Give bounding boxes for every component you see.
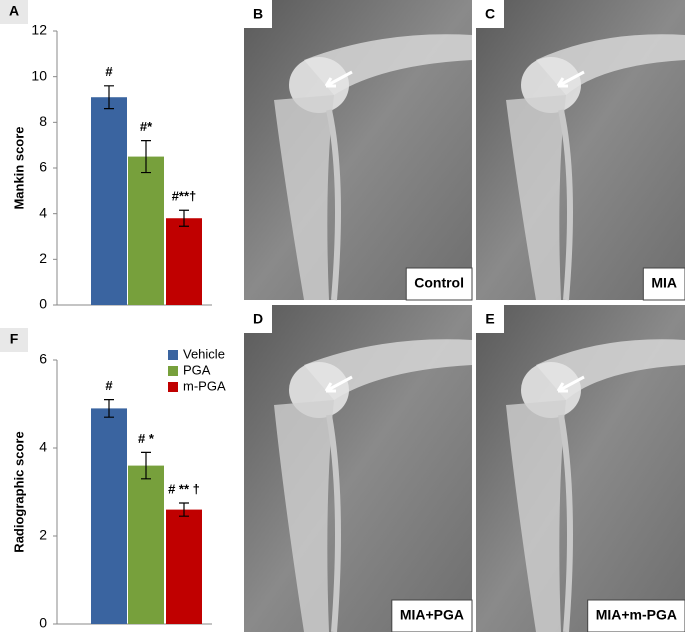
- error-bar: [104, 399, 114, 418]
- panel-label-box: [244, 0, 272, 28]
- panel-label-box: [0, 0, 28, 24]
- tibia: [506, 95, 566, 300]
- arrow: [556, 70, 585, 88]
- caption-box: [405, 267, 473, 301]
- legend-swatch: [168, 382, 178, 392]
- panel-caption: MIA+PGA: [400, 607, 464, 623]
- y-tick-label: 4: [39, 439, 47, 455]
- y-tick-label: 0: [39, 296, 47, 312]
- y-tick-label: 4: [39, 204, 47, 220]
- panel-label-box: [0, 328, 28, 352]
- panel-label-box: [476, 0, 504, 28]
- arrow: [324, 375, 353, 393]
- panel-label-box: [476, 305, 504, 333]
- legend-swatch: [168, 350, 178, 360]
- panel-label: C: [485, 6, 495, 22]
- y-tick-label: 2: [39, 527, 47, 543]
- y-axis-label: Mankin score: [11, 126, 26, 209]
- fibula: [326, 414, 341, 633]
- caption-box: [587, 599, 685, 633]
- caption-box: [391, 599, 473, 633]
- annotation: #**†: [172, 189, 197, 204]
- y-tick-label: 10: [31, 67, 47, 83]
- annotation: #: [105, 64, 113, 79]
- arrow: [324, 70, 353, 88]
- y-tick-label: 2: [39, 250, 47, 266]
- legend-swatch: [168, 366, 178, 376]
- panel-caption: MIA: [651, 275, 677, 291]
- annotation: #*: [140, 119, 153, 134]
- error-bar: [104, 85, 114, 110]
- arrow: [556, 375, 585, 393]
- panel-label-box: [244, 305, 272, 333]
- panel-label: B: [253, 6, 263, 22]
- annotation: # *: [138, 431, 155, 446]
- panel-caption: Control: [414, 275, 464, 291]
- bar: [166, 218, 202, 305]
- legend-label: PGA: [183, 362, 211, 377]
- fibula: [326, 109, 341, 301]
- panel-label: A: [9, 3, 19, 19]
- annotation: # ** †: [168, 481, 200, 496]
- bar: [128, 465, 164, 624]
- tibia: [274, 95, 334, 300]
- bar: [91, 97, 127, 305]
- error-bar: [179, 502, 189, 517]
- y-axis-label: Radiographic score: [11, 431, 26, 552]
- tibia: [274, 400, 334, 632]
- y-tick-label: 6: [39, 351, 47, 367]
- fibula: [558, 414, 573, 633]
- panel-label: F: [10, 331, 19, 347]
- y-tick-label: 0: [39, 615, 47, 631]
- legend-label: m-PGA: [183, 378, 226, 393]
- bar: [91, 408, 127, 624]
- error-bar: [141, 140, 151, 174]
- xray-panels: B Control C MIA D MIA+PGA E MIA+m-PGA: [244, 0, 685, 633]
- error-bar: [179, 209, 189, 227]
- fibula: [558, 109, 573, 301]
- bar: [128, 156, 164, 305]
- y-tick-label: 8: [39, 113, 47, 129]
- tibia: [506, 400, 566, 632]
- panel-label: D: [253, 311, 263, 327]
- y-tick-label: 6: [39, 159, 47, 175]
- panel-label: E: [485, 311, 494, 327]
- error-bar: [141, 451, 151, 480]
- annotation: #: [105, 378, 113, 393]
- caption-box: [642, 267, 685, 301]
- panel-caption: MIA+m-PGA: [596, 607, 677, 623]
- legend-label: Vehicle: [183, 346, 225, 361]
- bar: [166, 509, 202, 624]
- y-tick-label: 12: [31, 22, 47, 38]
